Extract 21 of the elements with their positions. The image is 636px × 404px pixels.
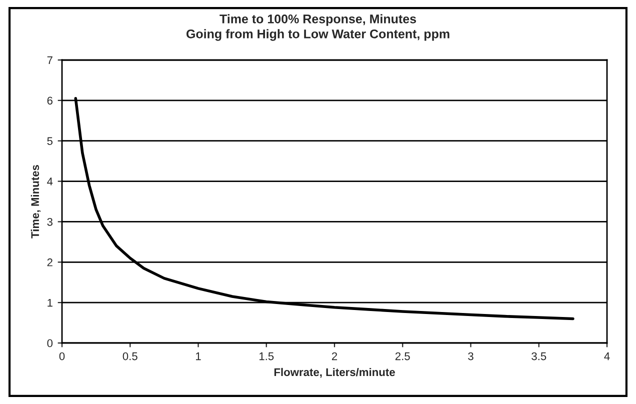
x-tick-label: 3.5 <box>532 352 546 360</box>
x-tick-label: 3 <box>468 352 474 360</box>
x-tick-label: 1.5 <box>260 352 274 360</box>
y-tick-label: 0 <box>47 339 53 348</box>
x-tick-label: 4 <box>604 352 610 360</box>
y-tick-label: 2 <box>47 258 52 266</box>
y-tick-label: 1 <box>48 298 52 307</box>
chart-title: Time to 100% Response, Minutes <box>220 14 416 26</box>
x-tick-label: 2 <box>332 352 338 360</box>
x-tick-label: 0 <box>59 352 65 360</box>
x-tick-label: 1 <box>196 352 201 360</box>
chart-subtitle: Going from High to Low Water Content, ppm <box>186 29 450 41</box>
y-tick-label: 4 <box>47 178 53 186</box>
x-tick-label: 2.5 <box>395 352 410 360</box>
y-axis-title: Time, Minutes <box>30 165 41 238</box>
y-tick-label: 5 <box>47 137 53 145</box>
y-tick-label: 6 <box>47 96 52 105</box>
y-tick-label: 7 <box>47 56 52 64</box>
x-axis-title: Flowrate, Liters/minute <box>274 368 395 378</box>
x-tick-label: 0.5 <box>122 352 138 360</box>
y-tick-label: 3 <box>47 218 52 226</box>
